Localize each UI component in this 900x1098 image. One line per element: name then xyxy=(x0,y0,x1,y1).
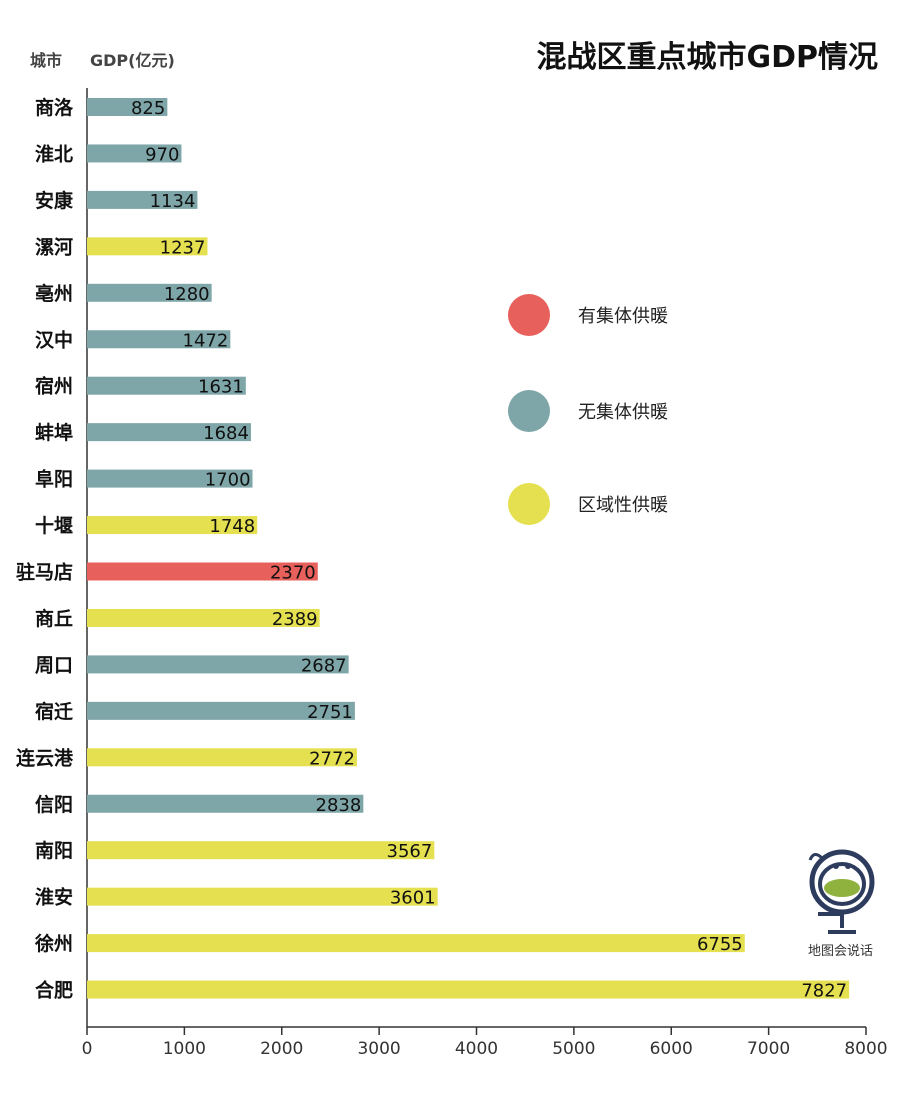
legend-swatch-red xyxy=(508,294,550,336)
legend-label: 无集体供暖 xyxy=(578,402,668,423)
bar-value-label: 1631 xyxy=(198,377,244,398)
city-label: 驻马店 xyxy=(16,561,73,584)
city-label: 汉中 xyxy=(35,328,73,351)
bar-value-label: 2772 xyxy=(309,748,355,769)
x-tick-label: 0 xyxy=(82,1039,93,1059)
bar-value-label: 1472 xyxy=(183,330,229,351)
city-label: 连云港 xyxy=(16,746,74,769)
city-label: 安康 xyxy=(35,189,74,212)
bar-value-label: 2389 xyxy=(272,609,318,630)
legend-swatch-teal xyxy=(508,390,550,432)
x-tick-label: 2000 xyxy=(260,1039,303,1059)
bar xyxy=(87,887,438,906)
city-label: 宿迁 xyxy=(35,700,73,723)
city-label: 南阳 xyxy=(35,840,73,862)
bar xyxy=(87,469,253,488)
bar xyxy=(87,237,208,256)
bar-value-label: 7827 xyxy=(801,981,847,1002)
bar-value-label: 970 xyxy=(145,144,179,165)
city-label: 周口 xyxy=(35,654,73,676)
bar xyxy=(87,190,198,209)
x-tick-label: 4000 xyxy=(455,1039,498,1059)
bar xyxy=(87,562,318,581)
bar-value-label: 1748 xyxy=(209,516,255,537)
legend-swatch-yellow xyxy=(508,483,550,525)
bar-value-label: 2370 xyxy=(270,563,316,584)
bar xyxy=(87,655,349,674)
bar-value-label: 1280 xyxy=(164,284,210,305)
x-tick-label: 6000 xyxy=(650,1039,693,1059)
bar xyxy=(87,934,745,953)
bar-value-label: 1237 xyxy=(160,237,206,258)
bar-value-label: 1134 xyxy=(150,191,196,212)
x-tick-label: 7000 xyxy=(747,1039,790,1059)
bar xyxy=(87,516,258,535)
bar-value-label: 2838 xyxy=(316,795,362,816)
bar-value-label: 825 xyxy=(131,98,165,119)
city-label: 亳州 xyxy=(35,282,73,305)
city-label: 淮北 xyxy=(35,143,73,165)
bar xyxy=(87,423,251,442)
city-label: 蚌埠 xyxy=(35,421,73,444)
bar-value-label: 3601 xyxy=(390,888,436,909)
bar xyxy=(87,144,182,163)
legend-label: 有集体供暖 xyxy=(578,306,668,327)
bar xyxy=(87,283,212,302)
city-label: 淮安 xyxy=(35,886,73,909)
city-label: 合肥 xyxy=(35,979,73,1002)
bar xyxy=(87,980,850,999)
legend-label: 区域性供暖 xyxy=(578,495,668,516)
bar-value-label: 2687 xyxy=(301,655,347,676)
bar xyxy=(87,748,357,767)
bar xyxy=(87,98,168,116)
bar xyxy=(87,376,246,395)
bar xyxy=(87,841,435,860)
city-label: 漯河 xyxy=(35,236,73,258)
globe-character-icon xyxy=(808,849,875,934)
logo-text: 地图会说话 xyxy=(808,944,874,959)
city-label: 商丘 xyxy=(35,607,73,630)
x-tick-label: 1000 xyxy=(163,1039,206,1059)
chart-title: 混战区重点城市GDP情况 xyxy=(536,40,878,75)
city-label: 信阳 xyxy=(35,793,73,816)
x-tick-label: 5000 xyxy=(552,1039,595,1059)
bar-value-label: 6755 xyxy=(697,934,743,955)
legend-item-central-heating: 有集体供暖 xyxy=(508,293,668,337)
x-tick-label: 8000 xyxy=(844,1039,887,1059)
bar-value-label: 1684 xyxy=(203,423,249,444)
city-label: 十堰 xyxy=(35,514,73,537)
city-label: 阜阳 xyxy=(35,468,73,491)
x-tick-label: 3000 xyxy=(357,1039,400,1059)
bar xyxy=(87,330,231,349)
bar-value-label: 2751 xyxy=(307,702,353,723)
legend-item-regional-heating: 区域性供暖 xyxy=(508,482,668,526)
city-label: 商洛 xyxy=(35,96,74,119)
city-label: 宿州 xyxy=(35,375,73,398)
bar xyxy=(87,794,364,813)
bar xyxy=(87,608,320,627)
bar xyxy=(87,701,355,720)
bar-value-label: 1700 xyxy=(205,470,251,491)
legend-item-no-heating: 无集体供暖 xyxy=(508,389,668,433)
gdp-column-header: GDP(亿元) xyxy=(90,51,175,70)
city-column-header: 城市 xyxy=(30,51,63,70)
bar-value-label: 3567 xyxy=(387,841,433,862)
city-label: 徐州 xyxy=(34,932,73,955)
